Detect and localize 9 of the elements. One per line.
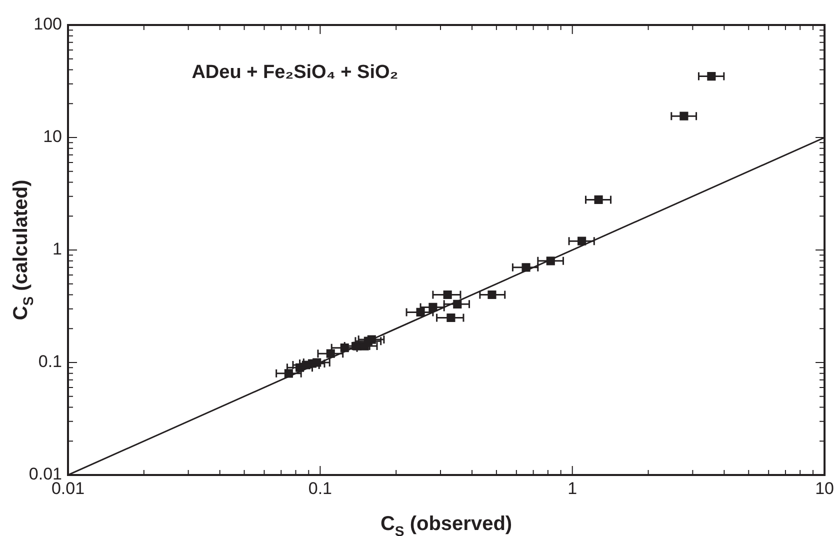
- y-tick-label: 0.1: [38, 352, 62, 372]
- x-tick-label: 10: [815, 478, 834, 498]
- y-axis-title: CS (calculated): [10, 180, 36, 320]
- y-tick-label: 10: [43, 127, 62, 146]
- x-tick-label: 1: [568, 478, 578, 498]
- x-tick-label: 0.1: [308, 478, 332, 498]
- y-tick-label: 100: [34, 14, 62, 34]
- y-tick-label: 1: [52, 240, 62, 259]
- annotation: ADeu + Fe₂SiO₄ + SiO₂: [192, 62, 398, 83]
